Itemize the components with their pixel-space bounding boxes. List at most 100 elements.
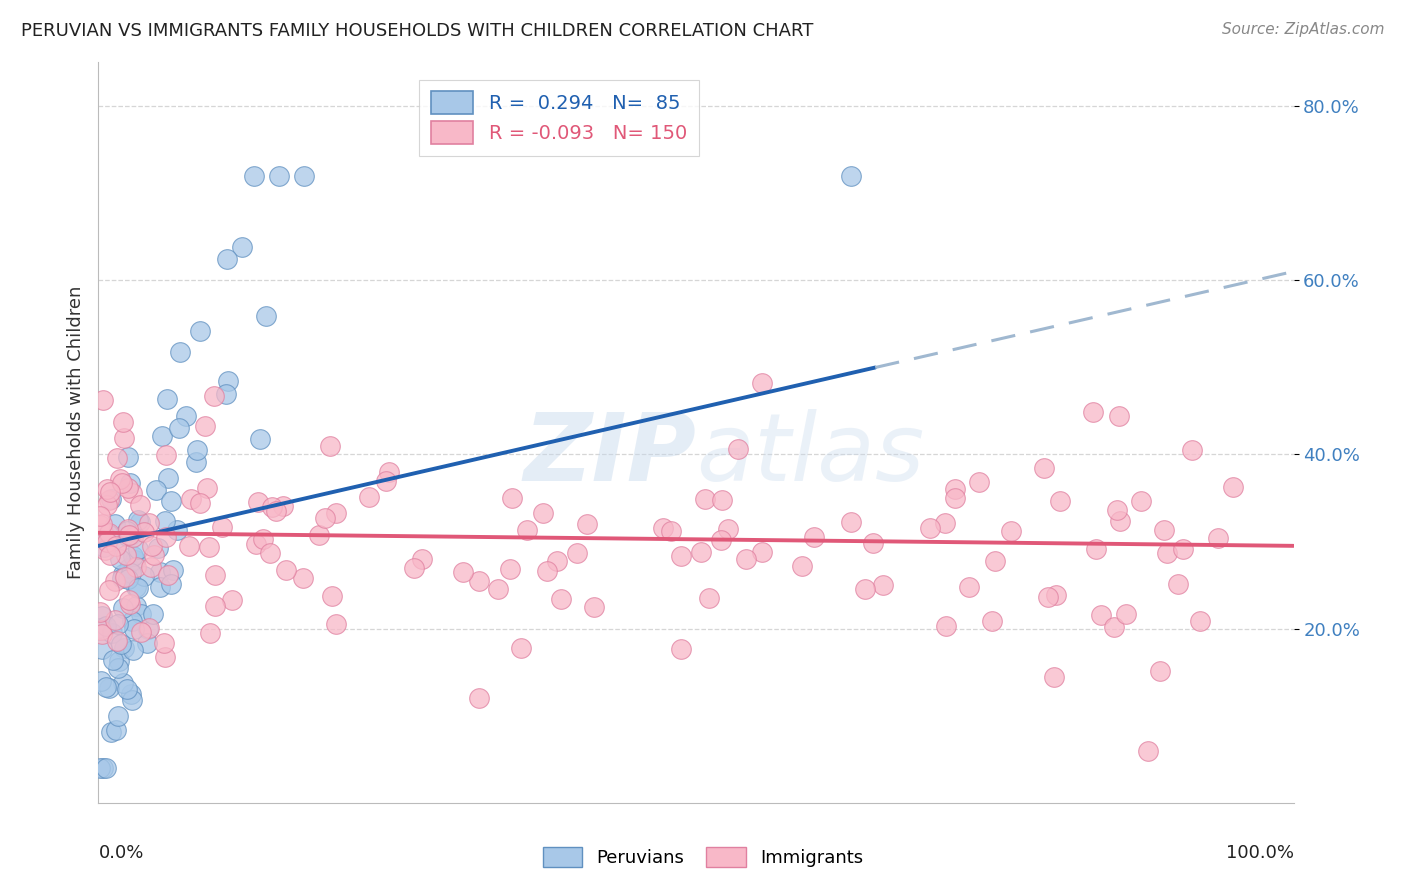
Point bbox=[934, 516, 956, 530]
Point bbox=[271, 499, 294, 513]
Point bbox=[141, 539, 163, 553]
Point bbox=[167, 420, 190, 434]
Point bbox=[981, 614, 1004, 628]
Point bbox=[204, 568, 226, 582]
Point bbox=[967, 475, 990, 489]
Point bbox=[122, 530, 145, 544]
Point bbox=[935, 619, 957, 633]
Point bbox=[1206, 532, 1229, 546]
Point bbox=[120, 597, 142, 611]
Point bbox=[1036, 591, 1059, 605]
Point bbox=[217, 252, 239, 266]
Point bbox=[129, 516, 152, 530]
Point bbox=[136, 623, 159, 637]
Point bbox=[451, 565, 474, 579]
Point bbox=[97, 527, 120, 541]
Point bbox=[690, 545, 713, 559]
Point bbox=[1130, 493, 1153, 508]
Point bbox=[156, 392, 179, 406]
Point bbox=[89, 518, 111, 533]
Point bbox=[1149, 665, 1171, 679]
Point bbox=[1081, 405, 1104, 419]
Point bbox=[325, 506, 347, 520]
Point bbox=[101, 653, 124, 667]
Point bbox=[1188, 614, 1211, 628]
Point bbox=[516, 523, 538, 537]
Point bbox=[1107, 503, 1129, 517]
Point bbox=[259, 546, 281, 560]
Point bbox=[91, 526, 114, 541]
Point bbox=[118, 592, 141, 607]
Point bbox=[101, 625, 124, 640]
Point bbox=[105, 537, 128, 551]
Point bbox=[107, 617, 129, 632]
Point bbox=[91, 609, 114, 624]
Point bbox=[188, 324, 211, 338]
Point bbox=[252, 533, 274, 547]
Point bbox=[1153, 523, 1175, 537]
Point bbox=[141, 607, 163, 621]
Point bbox=[486, 582, 509, 597]
Point bbox=[152, 429, 174, 443]
Point bbox=[146, 541, 169, 555]
Text: PERUVIAN VS IMMIGRANTS FAMILY HOUSEHOLDS WITH CHILDREN CORRELATION CHART: PERUVIAN VS IMMIGRANTS FAMILY HOUSEHOLDS… bbox=[21, 22, 814, 40]
Point bbox=[378, 465, 401, 479]
Point bbox=[112, 675, 135, 690]
Point bbox=[217, 374, 239, 388]
Point bbox=[90, 624, 112, 638]
Point bbox=[509, 640, 531, 655]
Point bbox=[127, 513, 149, 527]
Point bbox=[669, 549, 692, 564]
Point bbox=[262, 500, 284, 514]
Point bbox=[124, 560, 146, 574]
Point bbox=[853, 582, 876, 596]
Point bbox=[155, 530, 177, 544]
Point bbox=[198, 625, 221, 640]
Point bbox=[117, 450, 139, 464]
Point bbox=[325, 616, 347, 631]
Point bbox=[357, 490, 380, 504]
Point bbox=[839, 515, 862, 529]
Point bbox=[841, 169, 863, 183]
Point bbox=[231, 240, 253, 254]
Point bbox=[143, 548, 166, 562]
Point bbox=[211, 520, 233, 534]
Point bbox=[98, 485, 121, 500]
Point bbox=[127, 542, 149, 557]
Point bbox=[145, 483, 167, 498]
Point bbox=[118, 561, 141, 575]
Point bbox=[91, 642, 114, 657]
Point bbox=[107, 709, 129, 723]
Point bbox=[117, 481, 139, 495]
Point bbox=[90, 627, 112, 641]
Point bbox=[91, 392, 114, 407]
Point bbox=[117, 524, 139, 539]
Point bbox=[1109, 515, 1132, 529]
Point bbox=[107, 654, 129, 668]
Point bbox=[129, 607, 152, 621]
Point bbox=[117, 522, 139, 536]
Point bbox=[957, 580, 980, 594]
Point bbox=[90, 517, 112, 532]
Point bbox=[117, 573, 139, 587]
Point bbox=[1085, 541, 1108, 556]
Point bbox=[215, 387, 238, 401]
Point bbox=[117, 682, 139, 697]
Point bbox=[89, 605, 111, 619]
Point bbox=[1222, 480, 1244, 494]
Point bbox=[121, 643, 143, 657]
Point bbox=[97, 582, 120, 597]
Point bbox=[160, 494, 183, 508]
Point bbox=[135, 636, 157, 650]
Point bbox=[114, 570, 136, 584]
Point bbox=[872, 578, 894, 592]
Point bbox=[669, 642, 692, 657]
Point bbox=[129, 624, 152, 639]
Point bbox=[155, 448, 177, 462]
Point bbox=[274, 563, 297, 577]
Point bbox=[149, 580, 172, 594]
Point bbox=[202, 388, 225, 402]
Point bbox=[1108, 409, 1130, 424]
Point bbox=[1104, 620, 1126, 634]
Point bbox=[127, 581, 149, 595]
